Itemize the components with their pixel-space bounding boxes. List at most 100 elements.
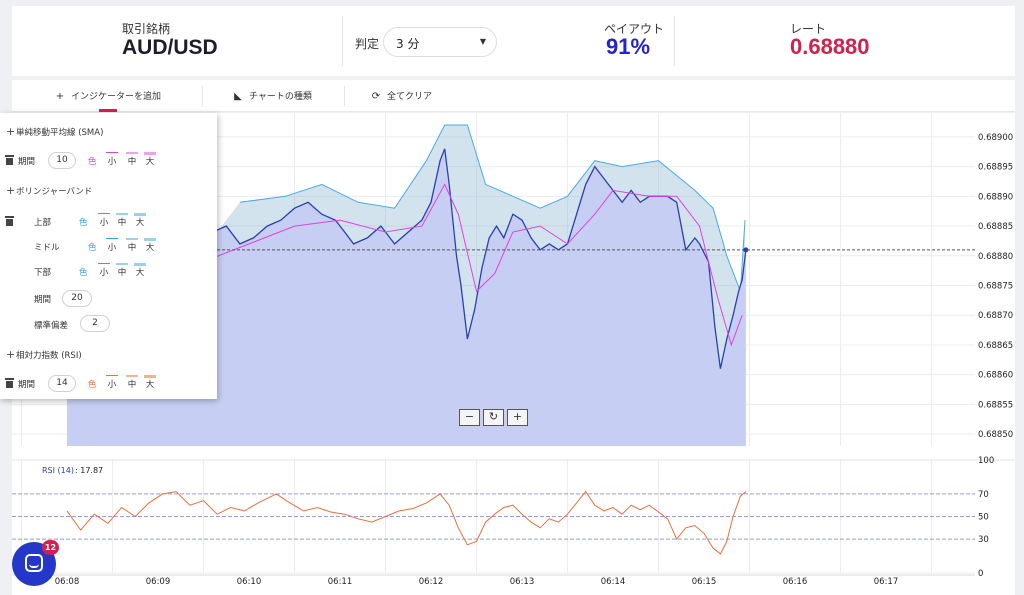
y-tick-label: 0.68900 [978, 133, 1013, 143]
rsi-period-input[interactable]: 14 [48, 375, 76, 392]
plus-icon: + [6, 184, 16, 197]
rsi-y-tick-label: 70 [978, 490, 989, 500]
bollinger-stddev-input[interactable]: 2 [80, 315, 110, 332]
bollinger-middle-size-small[interactable]: 小 [106, 238, 118, 253]
y-tick-label: 0.68855 [978, 400, 1013, 410]
rsi-color-label[interactable]: 色 [88, 380, 97, 390]
indicator-panel: +単純移動平均線 (SMA) 期間 10 色 小 中 大 +ボリンジャーバンド … [0, 113, 217, 399]
x-tick-label: 06:10 [237, 577, 262, 587]
unread-badge: 12 [42, 540, 59, 555]
rsi-size-small[interactable]: 小 [106, 375, 118, 390]
judgement-value: 3 分 [396, 37, 420, 51]
x-tick-label: 06:08 [55, 577, 80, 587]
y-tick-label: 0.68880 [978, 252, 1013, 262]
rsi-y-tick-label: 30 [978, 535, 989, 545]
bollinger-lower-size-large[interactable]: 大 [134, 263, 146, 278]
bollinger-middle-size-large[interactable]: 大 [144, 238, 156, 253]
bollinger-upper-label: 上部 [34, 218, 52, 228]
bollinger-title: ボリンジャーバンド [16, 187, 93, 197]
clear-all-button[interactable]: ⟳ 全てクリア [370, 89, 432, 102]
caret-down-icon: ▼ [479, 37, 486, 46]
current-point [743, 247, 749, 253]
zoom-in-button[interactable]: + [507, 409, 528, 426]
chart-type-button[interactable]: ◣ チャートの種類 [232, 89, 312, 102]
chart-type-label: チャートの種類 [249, 92, 312, 102]
judgement-label: 判定 [355, 37, 380, 51]
header-divider [674, 16, 675, 66]
x-tick-label: 06:15 [692, 577, 717, 587]
toolbar-divider [344, 86, 345, 106]
bollinger-upper-size-large[interactable]: 大 [134, 213, 146, 228]
plus-icon: + [6, 348, 16, 361]
bollinger-period-label: 期間 [34, 295, 52, 305]
x-tick-label: 06:16 [783, 577, 808, 587]
bollinger-middle-color[interactable]: 色 [88, 243, 97, 253]
sma-size-small[interactable]: 小 [106, 152, 118, 167]
bollinger-lower-label: 下部 [34, 268, 52, 278]
area-chart-icon: ◣ [234, 91, 242, 102]
y-tick-label: 0.68870 [978, 311, 1013, 321]
price-area [67, 148, 746, 447]
reset-icon: ↻ [488, 410, 499, 423]
header-divider [342, 16, 343, 66]
bollinger-lower-size-small[interactable]: 小 [98, 263, 110, 278]
bollinger-middle-size-medium[interactable]: 中 [126, 238, 138, 253]
rsi-label: RSI (14) [42, 466, 74, 475]
plus-icon: + [6, 125, 16, 138]
judgement-select[interactable]: 3 分 ▼ [383, 27, 497, 57]
reset-zoom-button[interactable]: ↻ [483, 409, 504, 426]
bollinger-lower-color[interactable]: 色 [79, 268, 88, 278]
bollinger-title-row[interactable]: +ボリンジャーバンド [6, 184, 92, 197]
x-tick-label: 06:17 [874, 577, 899, 587]
chart-toolbar: + インジケーターを追加 ◣ チャートの種類 ⟳ 全てクリア [12, 80, 1015, 112]
rsi-title-row[interactable]: +相対力指数 (RSI) [6, 348, 82, 361]
zoom-out-button[interactable]: − [459, 409, 480, 426]
sma-period-input[interactable]: 10 [48, 152, 76, 169]
price-line [66, 148, 747, 400]
y-tick-label: 0.68865 [978, 341, 1013, 351]
rsi-value: : 17.87 [75, 466, 103, 475]
sma-title-row[interactable]: +単純移動平均線 (SMA) [6, 125, 103, 138]
x-tick-label: 06:13 [510, 577, 535, 587]
rsi-y-tick-label: 50 [978, 513, 989, 523]
bollinger-upper-color[interactable]: 色 [79, 218, 88, 228]
bollinger-period-input[interactable]: 20 [62, 290, 92, 307]
add-indicator-label: インジケーターを追加 [71, 92, 162, 102]
pair-value[interactable]: AUD/USD [122, 36, 218, 59]
sma-size-medium[interactable]: 中 [126, 152, 138, 167]
rsi-size-large[interactable]: 大 [144, 375, 156, 390]
pair-label: 取引銘柄 [122, 22, 171, 36]
bollinger-lower-size-medium[interactable]: 中 [116, 263, 128, 278]
rsi-series: RSI (14): 17.87 [12, 466, 975, 574]
bollinger-stddev-label: 標準偏差 [34, 321, 69, 331]
add-indicator-button[interactable]: + インジケーターを追加 [54, 89, 161, 102]
y-tick-label: 0.68885 [978, 222, 1013, 232]
bollinger-fill [67, 125, 745, 435]
sma-size-large[interactable]: 大 [144, 152, 156, 167]
x-tick-label: 06:14 [601, 577, 626, 587]
rsi-size-medium[interactable]: 中 [126, 375, 138, 390]
y-tick-label: 0.68895 [978, 163, 1013, 173]
toolbar-divider [202, 86, 203, 106]
x-tick-label: 06:12 [419, 577, 444, 587]
trash-icon[interactable] [5, 378, 14, 388]
trash-icon[interactable] [5, 155, 14, 165]
rate-label: レート [790, 22, 827, 36]
bollinger-upper-size-small[interactable]: 小 [98, 213, 110, 228]
rsi-period-label: 期間 [18, 380, 36, 390]
trash-icon[interactable] [5, 216, 14, 226]
sma-line [203, 183, 743, 347]
chat-icon [25, 554, 43, 572]
bollinger-upper-line [239, 124, 746, 292]
payout-value: 91% [606, 34, 651, 59]
sma-title: 単純移動平均線 (SMA) [16, 128, 104, 138]
bollinger-upper-size-medium[interactable]: 中 [116, 213, 128, 228]
sma-color-label[interactable]: 色 [88, 157, 97, 167]
y-tick-label: 0.68850 [978, 430, 1013, 440]
rate-value: 0.68880 [790, 34, 870, 59]
chart-axes: 0.68900 0.68895 0.68890 0.68885 0.68880 0.688… [12, 133, 1013, 587]
payout-label: ペイアウト [604, 22, 665, 36]
rsi-title: 相対力指数 (RSI) [16, 351, 82, 361]
y-tick-label: 0.68890 [978, 192, 1013, 202]
clear-all-label: 全てクリア [387, 92, 433, 102]
